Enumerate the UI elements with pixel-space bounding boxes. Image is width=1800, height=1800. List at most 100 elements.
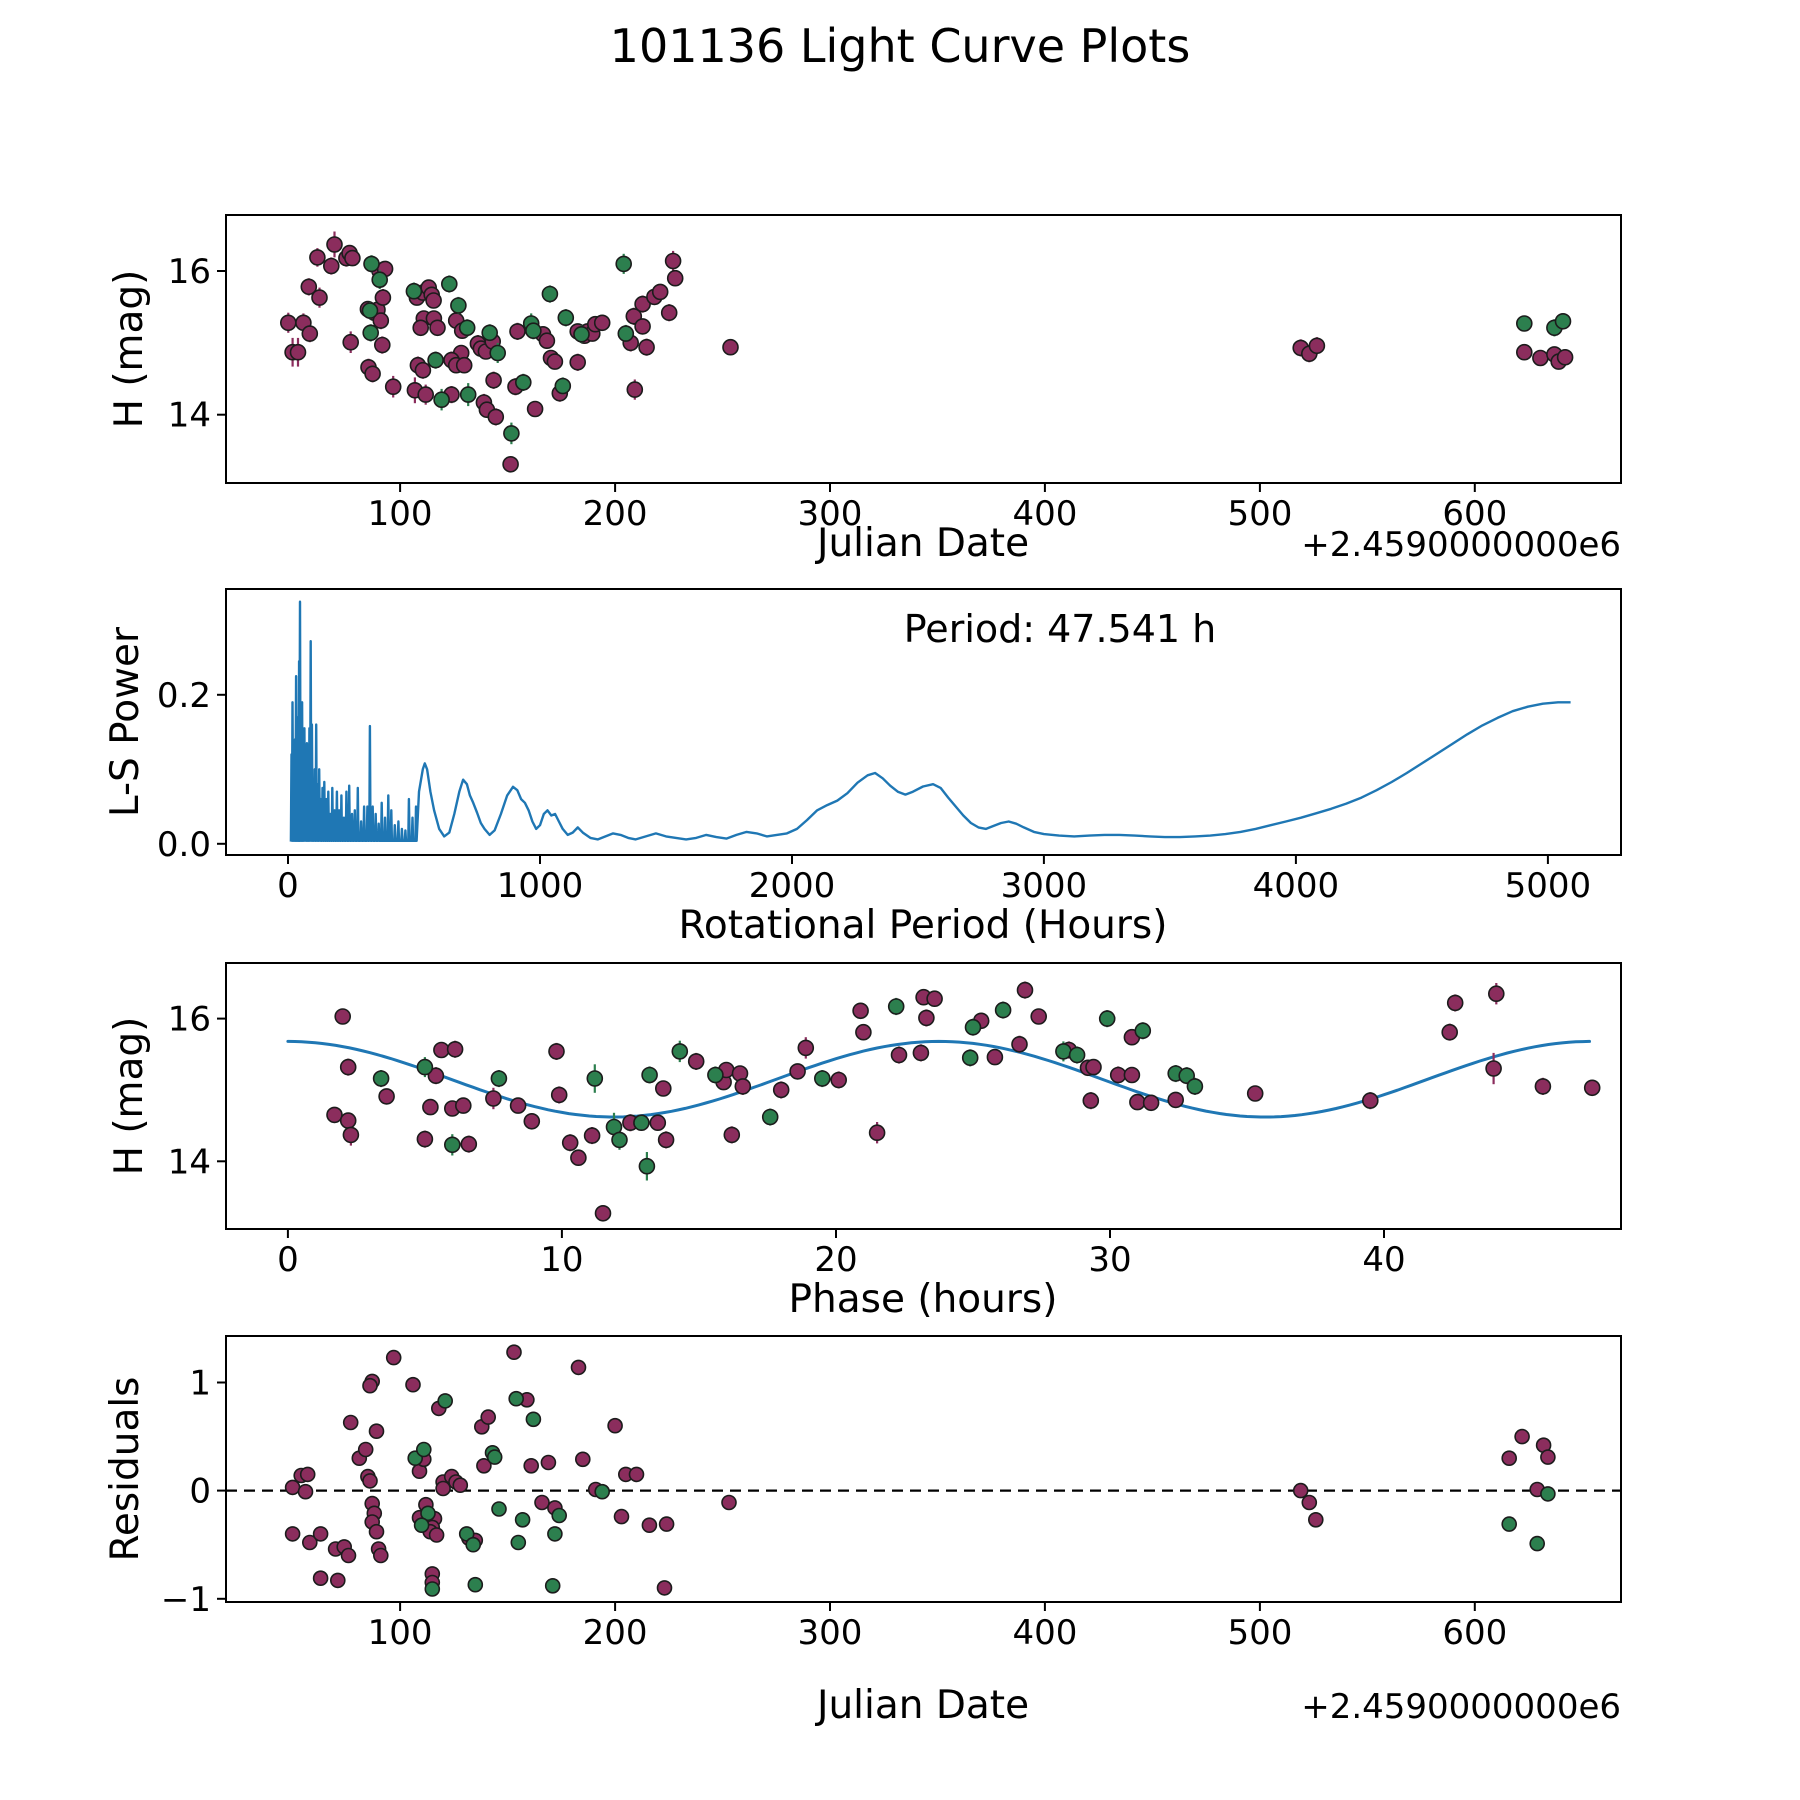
axes-border [225,962,1622,1230]
scatter-point [486,1449,503,1465]
scatter-point [890,1046,908,1064]
x-tick-label: 30 [1088,1240,1131,1280]
scatter-point [1098,1010,1116,1027]
x-tick-label: 400 [1012,1613,1077,1653]
scatter-point [510,1534,527,1551]
scatter-point [1292,1482,1309,1499]
residuals-xlabel: Julian Date [814,1683,1029,1728]
scatter-point [666,269,684,287]
scatter-point [634,318,651,335]
x-tick-label: 20 [814,1240,857,1280]
scatter-point [425,292,442,309]
series-green [372,997,1204,1181]
scatter-point [772,1081,790,1099]
scatter-point [617,325,635,342]
scatter-point [443,1136,461,1154]
scatter-point [594,1483,611,1500]
scatter-point [289,343,307,361]
scatter-point [638,338,655,356]
scatter-point [551,1507,568,1524]
scatter-point [546,353,564,370]
scatter-point [363,255,380,273]
scatter-point [362,1473,378,1489]
scatter-point [446,1041,464,1058]
scatter-point [297,1483,314,1500]
scatter-point [440,275,458,293]
scatter-point [460,1135,478,1153]
scatter-point [1540,1486,1556,1502]
scatter-point [342,1414,359,1431]
scatter-point [301,1534,318,1551]
scatter-point [1142,1094,1160,1112]
scatter-point [687,1053,705,1070]
series-maroon [284,1344,1556,1596]
scatter-point [373,336,391,354]
scatter-point [547,1526,563,1542]
scatter-point [541,285,559,303]
x-tick-label: 4000 [1253,866,1340,906]
scatter-point [371,271,389,289]
scatter-point [789,1063,806,1080]
scatter-point [433,391,450,409]
scatter-point [1529,1535,1545,1552]
jd-lightcurve-ylabel: H (mag) [107,270,152,429]
scatter-point [1540,1449,1556,1465]
scatter-point [613,1508,630,1525]
scatter-point [1514,1428,1530,1445]
scatter-point [1186,1078,1204,1095]
scatter-point [284,1479,301,1496]
scatter-point [523,1458,540,1474]
y-tick-label: 14 [168,1142,211,1182]
scatter-point [654,1080,672,1097]
scatter-point [525,322,542,340]
phase-xlabel: Phase (hours) [789,1277,1058,1322]
scatter-point [570,1149,587,1166]
x-tick-label: 0 [277,1240,299,1280]
scatter-point [721,1494,737,1511]
y-tick-label: −1 [161,1580,211,1620]
scatter-point [525,1411,542,1428]
series-maroon [279,231,1574,473]
scatter-point [1501,1516,1517,1532]
scatter-point [633,1114,650,1131]
scatter-point [458,319,476,337]
scatter-point [912,1044,930,1062]
scatter-point [638,1157,656,1175]
scatter-point [1109,1066,1127,1084]
scatter-point [918,1009,935,1027]
scatter-point [1246,1085,1264,1102]
scatter-point [569,353,587,371]
scatter-point [658,1516,675,1532]
scatter-point [420,1505,436,1522]
scatter-point [508,1390,525,1407]
x-tick-label: 1000 [497,866,584,906]
scatter-point [1556,348,1574,366]
scatter-point [986,1048,1004,1066]
scatter-point [994,1001,1012,1019]
scatter-point [1362,1092,1379,1109]
scatter-point [660,304,678,322]
figure-title: 101136 Light Curve Plots [610,19,1191,73]
scatter-point [1134,1022,1152,1039]
scatter-point [435,1480,451,1497]
scatter-point [452,1477,469,1493]
scatter-point [657,1131,675,1149]
scatter-point [485,1090,502,1107]
scatter-point [342,333,360,351]
scatter-point [734,1078,752,1095]
scatter-point [523,1113,541,1130]
scatter-point [813,1070,831,1087]
scatter-point [707,1066,724,1084]
scatter-point [656,1580,673,1596]
scatter-point [362,1377,378,1394]
series-maroon [326,981,1601,1222]
scatter-point [887,998,905,1015]
scatter-point [1446,994,1464,1012]
scatter-point [344,249,361,267]
x-tick-label: 500 [1227,1613,1292,1653]
jd-lightcurve-xlabel: Julian Date [814,521,1029,566]
panel-jd-lightcurve: 100 200 300 400 500 600 14 16 [168,214,1622,534]
scatter-point [526,400,544,418]
scatter-point [485,371,502,389]
phase-ylabel: H (mag) [107,1017,152,1176]
